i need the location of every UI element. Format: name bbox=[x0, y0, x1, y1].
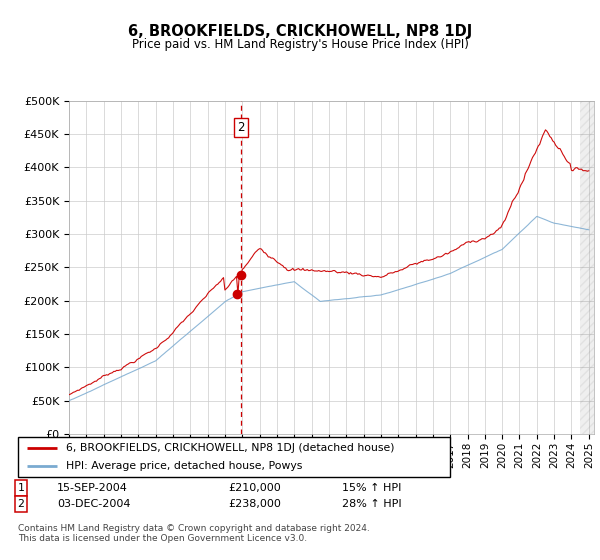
Text: 2: 2 bbox=[237, 121, 245, 134]
Text: 15-SEP-2004: 15-SEP-2004 bbox=[57, 483, 128, 493]
Text: Contains HM Land Registry data © Crown copyright and database right 2024.
This d: Contains HM Land Registry data © Crown c… bbox=[18, 524, 370, 543]
FancyBboxPatch shape bbox=[18, 437, 450, 477]
Text: 28% ↑ HPI: 28% ↑ HPI bbox=[342, 499, 401, 509]
Text: 15% ↑ HPI: 15% ↑ HPI bbox=[342, 483, 401, 493]
Text: HPI: Average price, detached house, Powys: HPI: Average price, detached house, Powy… bbox=[65, 461, 302, 471]
Text: £238,000: £238,000 bbox=[228, 499, 281, 509]
Text: 6, BROOKFIELDS, CRICKHOWELL, NP8 1DJ (detached house): 6, BROOKFIELDS, CRICKHOWELL, NP8 1DJ (de… bbox=[65, 443, 394, 453]
Text: 03-DEC-2004: 03-DEC-2004 bbox=[57, 499, 131, 509]
Text: 2: 2 bbox=[17, 499, 25, 509]
Bar bbox=[580, 101, 594, 434]
Text: £210,000: £210,000 bbox=[228, 483, 281, 493]
Text: 1: 1 bbox=[17, 483, 25, 493]
Text: Price paid vs. HM Land Registry's House Price Index (HPI): Price paid vs. HM Land Registry's House … bbox=[131, 38, 469, 51]
Text: 6, BROOKFIELDS, CRICKHOWELL, NP8 1DJ: 6, BROOKFIELDS, CRICKHOWELL, NP8 1DJ bbox=[128, 24, 472, 39]
